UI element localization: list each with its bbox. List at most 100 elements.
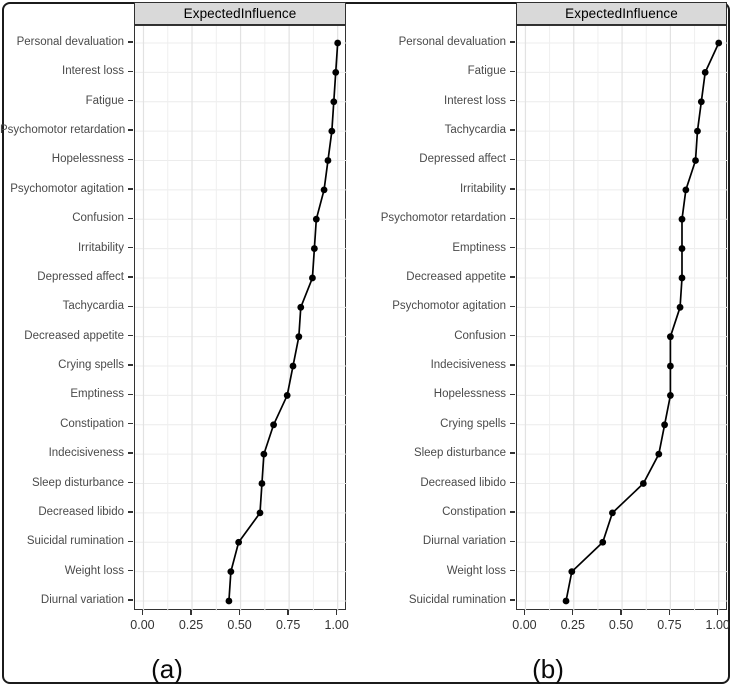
data-point <box>666 362 674 370</box>
x-axis-tick-label: 0.00 <box>512 618 537 632</box>
x-axis-tick <box>523 610 526 615</box>
chart-canvas-a <box>135 26 347 611</box>
y-axis-tick <box>510 276 515 278</box>
y-axis-label: Weight loss <box>64 564 124 577</box>
data-point <box>324 157 332 164</box>
y-axis-tick <box>128 452 133 454</box>
x-axis-tick-label: 0.25 <box>178 618 204 632</box>
data-point <box>227 568 235 576</box>
x-axis-tick <box>668 610 671 615</box>
y-axis-label: Decreased libido <box>420 476 506 489</box>
data-point <box>309 274 316 282</box>
data-point <box>609 509 616 517</box>
y-axis-label: Indecisiveness <box>48 447 124 460</box>
y-axis-tick <box>128 305 133 307</box>
data-point <box>666 333 674 341</box>
strip-title-a: ExpectedInfluence <box>183 6 297 21</box>
y-axis-tick <box>510 246 515 249</box>
data-point <box>697 98 705 106</box>
y-axis-label: Psychomotor agitation <box>10 182 124 195</box>
x-axis-tick-label: 0.50 <box>608 618 634 632</box>
y-axis-tick <box>128 569 133 572</box>
data-point <box>655 450 663 458</box>
y-axis-label: Sleep disturbance <box>31 476 124 489</box>
series-line <box>565 42 720 602</box>
x-axis-tick <box>287 610 289 615</box>
y-axis-tick <box>510 305 515 307</box>
y-axis-tick <box>510 423 515 425</box>
y-axis-tick <box>510 569 515 572</box>
data-point <box>599 538 607 546</box>
y-axis-tick <box>128 100 133 102</box>
data-point <box>312 215 320 223</box>
y-axis-label: Depressed affect <box>419 153 506 166</box>
data-point <box>235 538 243 546</box>
y-axis-tick <box>128 129 133 131</box>
x-axis-tick-label: 1.00 <box>705 618 730 632</box>
data-point <box>289 362 297 370</box>
y-axis-label: Decreased appetite <box>24 329 124 342</box>
y-axis-label: Diurnal variation <box>422 535 506 548</box>
y-axis-label: Constipation <box>442 505 506 518</box>
y-axis-tick <box>510 100 515 102</box>
y-axis-label: Depressed affect <box>37 270 124 283</box>
plot-area-a <box>134 25 347 611</box>
x-axis-tick <box>717 610 719 615</box>
y-axis-tick <box>128 511 133 513</box>
data-point <box>270 421 277 429</box>
data-point <box>310 245 318 252</box>
data-point <box>328 127 336 135</box>
data-point <box>666 392 674 399</box>
y-axis-tick <box>128 599 133 601</box>
data-point <box>678 215 686 223</box>
y-axis-tick <box>510 511 515 513</box>
y-axis-label: Suicidal rumination <box>26 535 124 548</box>
series-line <box>228 42 339 602</box>
x-axis-tick <box>620 610 622 615</box>
y-axis-tick <box>510 129 515 131</box>
data-point <box>715 39 723 47</box>
y-axis-label: Hopelessness <box>433 388 506 401</box>
y-axis-tick <box>510 540 515 542</box>
data-point <box>260 450 268 458</box>
y-axis-label: Emptiness <box>452 241 506 254</box>
y-axis-tick <box>128 188 133 190</box>
y-axis-label: Diurnal variation <box>40 594 124 606</box>
y-axis-tick <box>510 481 515 484</box>
y-axis-label: Decreased appetite <box>406 270 506 283</box>
y-axis-label: Weight loss <box>446 564 506 577</box>
y-axis-label: Personal devaluation <box>16 36 124 48</box>
y-axis-label: Crying spells <box>440 417 506 430</box>
y-axis-label: Interest loss <box>62 65 124 78</box>
x-axis-tick <box>141 610 144 615</box>
y-axis-tick <box>128 423 133 425</box>
x-axis-tick <box>572 610 574 615</box>
y-axis-tick <box>510 158 515 161</box>
y-axis-tick <box>128 41 133 43</box>
y-axis-tick <box>128 481 133 484</box>
y-axis-label: Tachycardia <box>444 124 506 137</box>
data-point <box>332 68 340 76</box>
y-axis-label: Decreased libido <box>38 505 124 518</box>
y-axis-tick <box>510 41 515 43</box>
y-axis-label: Psychomotor retardation <box>0 124 126 137</box>
y-axis-tick <box>510 217 515 219</box>
x-axis-tick-label: 0.50 <box>227 618 252 632</box>
y-axis-tick <box>128 276 133 278</box>
caption-a: (a) <box>151 654 183 684</box>
y-axis-tick <box>128 540 133 542</box>
x-axis-tick <box>190 610 192 615</box>
y-axis-label: Indecisiveness <box>430 359 506 372</box>
x-axis-tick-label: 0.75 <box>275 618 301 632</box>
strip-title-b: ExpectedInfluence <box>565 6 678 21</box>
data-point <box>694 127 701 135</box>
y-axis-tick <box>128 70 133 73</box>
data-point <box>676 303 684 311</box>
y-axis-label: Personal devaluation <box>398 36 506 48</box>
y-axis-label: Suicidal rumination <box>408 594 506 606</box>
data-point <box>295 333 303 341</box>
y-axis-tick <box>128 217 133 219</box>
x-axis-tick-label: 1.00 <box>324 618 349 632</box>
